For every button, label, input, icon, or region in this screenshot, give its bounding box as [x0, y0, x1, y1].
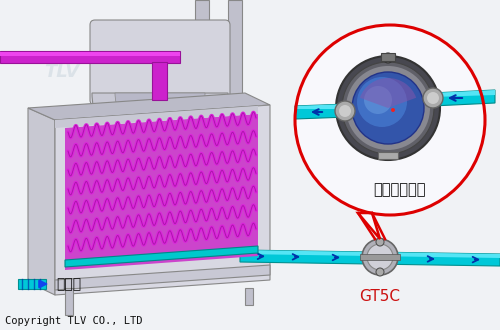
Polygon shape [432, 90, 495, 97]
Polygon shape [240, 250, 500, 258]
Bar [18, 279, 46, 289]
Polygon shape [55, 265, 270, 290]
Polygon shape [55, 105, 270, 295]
Circle shape [383, 53, 393, 63]
Circle shape [362, 239, 398, 275]
Circle shape [342, 62, 434, 154]
Polygon shape [28, 108, 55, 295]
Polygon shape [55, 105, 270, 128]
Circle shape [295, 25, 485, 215]
Polygon shape [295, 104, 348, 109]
Polygon shape [358, 213, 380, 239]
Polygon shape [0, 51, 180, 63]
Text: TLV: TLV [352, 46, 388, 64]
Bar [195, 0, 209, 100]
Polygon shape [65, 246, 258, 267]
Circle shape [423, 88, 443, 108]
Bar [378, 152, 398, 159]
Bar [381, 53, 395, 61]
Circle shape [367, 244, 393, 270]
Text: TLV: TLV [58, 166, 92, 184]
Circle shape [339, 105, 351, 117]
Text: Copyright TLV CO., LTD: Copyright TLV CO., LTD [5, 316, 142, 326]
Bar [228, 0, 242, 100]
Circle shape [427, 92, 439, 104]
Polygon shape [0, 52, 180, 56]
Text: TLV: TLV [192, 46, 228, 64]
Text: TLV: TLV [58, 256, 92, 274]
Polygon shape [295, 104, 348, 119]
Circle shape [336, 56, 440, 160]
Wedge shape [92, 93, 228, 161]
Text: TLV: TLV [358, 166, 392, 184]
Text: GT5C: GT5C [360, 289, 401, 304]
Polygon shape [245, 288, 253, 305]
Circle shape [391, 108, 395, 112]
Text: TLV: TLV [202, 166, 237, 184]
Polygon shape [432, 90, 495, 106]
Polygon shape [65, 114, 258, 270]
Text: TLV: TLV [44, 63, 80, 81]
Circle shape [357, 77, 407, 127]
Circle shape [364, 86, 392, 114]
Wedge shape [360, 78, 416, 108]
Circle shape [335, 101, 355, 121]
Wedge shape [115, 93, 205, 138]
Polygon shape [65, 288, 73, 315]
FancyBboxPatch shape [90, 20, 230, 105]
Circle shape [352, 72, 424, 144]
Circle shape [376, 238, 384, 246]
Text: TLV: TLV [202, 256, 237, 274]
Polygon shape [152, 62, 167, 100]
Text: ドレン: ドレン [56, 277, 81, 291]
Bar [360, 254, 400, 260]
Circle shape [346, 66, 430, 150]
Polygon shape [28, 93, 270, 120]
Circle shape [376, 268, 384, 276]
Text: 後から見た図: 後から見た図 [374, 182, 426, 197]
Polygon shape [240, 250, 500, 266]
